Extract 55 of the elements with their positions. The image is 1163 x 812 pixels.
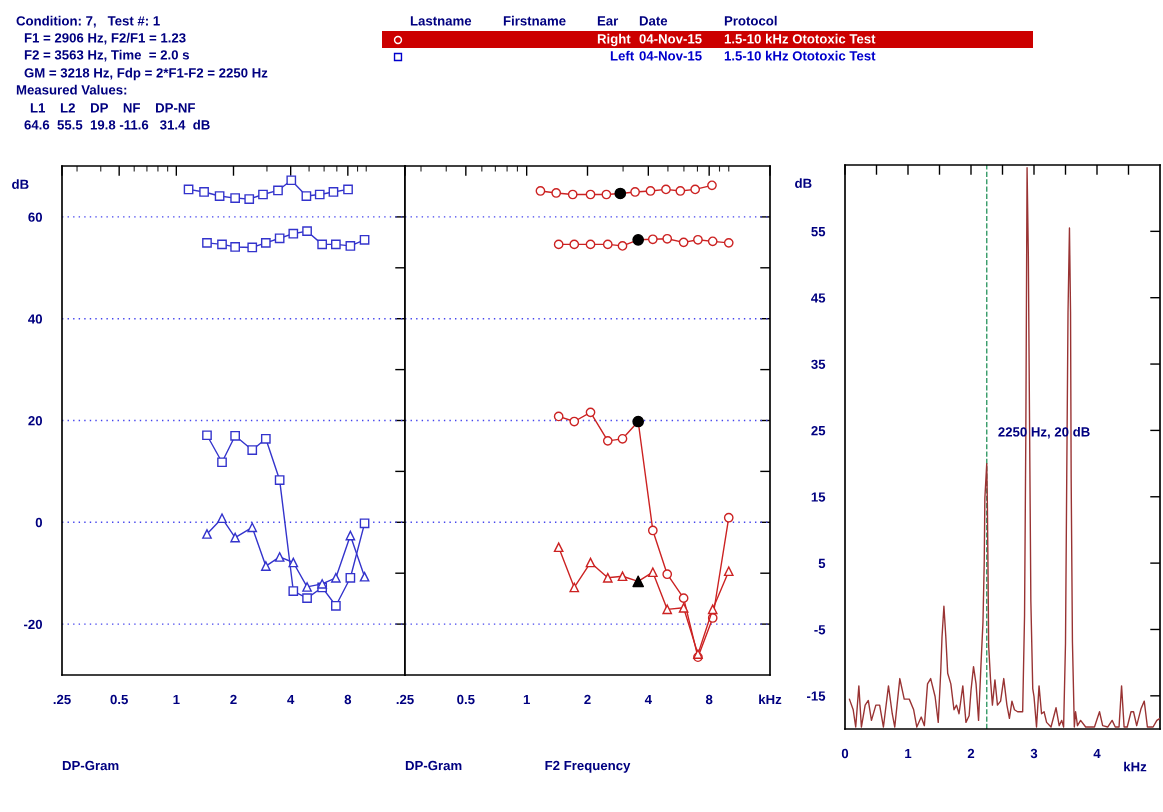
x-tick-label: 0.5 [110,694,128,705]
x-tick-label: .25 [53,694,71,705]
text: Firstname [503,15,566,26]
y-tick-label: 25 [811,425,826,436]
y-tick-label: 40 [28,314,43,324]
text: 1.5-10 kHz Ototoxic Test [724,33,876,44]
y-axis-title: dB [12,179,29,189]
x-tick-label: 4 [644,694,652,705]
x-axis-title: F2 Frequency [545,760,631,773]
text: Date [639,16,668,26]
x-tick-label: 1 [905,748,912,759]
y-tick-label: 5 [818,558,826,569]
x-tick-label: 1 [173,694,180,705]
x-tick-label: 2 [584,694,591,705]
y-tick-label: 60 [28,212,43,222]
x-tick-label: 8 [705,694,713,705]
y-tick-label: 20 [28,416,43,426]
x-axis-title: kHz [1124,761,1147,772]
x-tick-label: kHz [759,694,782,705]
x-tick-label: 1 [523,694,530,705]
text: DP-Gram [62,760,119,771]
text: F1 = 2906 Hz, F2/F1 = 1.23 [24,32,186,45]
x-tick-label: 4 [287,694,295,705]
y-tick-label: 45 [811,293,826,303]
text: F2 = 3563 Hz, Time = 2.0 s [24,49,189,62]
text: DP-Gram [405,760,462,771]
y-tick-label: -20 [24,619,43,630]
text: Protocol [724,15,777,26]
text: 64.6 55.5 19.8 -11.6 31.4 dB [24,119,210,130]
y-tick-label: -15 [807,691,826,701]
text: Measured Values: [16,84,127,95]
text: Left [610,50,635,61]
x-tick-label: 0.5 [457,694,475,705]
text: 1.5-10 kHz Ototoxic Test [724,50,876,61]
text: L1 L2 DP NF DP-NF [30,103,195,113]
x-tick-label: 3 [1030,748,1038,759]
text: Lastname [410,16,472,26]
text: Condition: 7, Test #: 1 [16,15,160,28]
text: 04-Nov-15 [639,51,702,61]
x-tick-label: 8 [344,694,352,705]
x-tick-label: 2 [230,694,237,705]
y-tick-label: 55 [811,227,826,237]
text: 04-Nov-15 [639,34,702,44]
x-tick-label: 4 [1093,748,1101,759]
y-tick-label: 35 [811,359,826,369]
y-tick-label: 15 [811,492,826,502]
y-tick-label: -5 [814,625,826,635]
text: GM = 3218 Hz, Fdp = 2*F1-F2 = 2250 Hz [24,67,268,81]
y-axis-title: dB [795,178,812,188]
x-tick-label: 2 [967,748,975,759]
x-tick-label: 0 [841,748,849,759]
text: Ear [597,16,619,26]
x-tick-label: .25 [396,694,414,705]
y-tick-label: 0 [35,517,43,528]
text: Right [597,33,631,47]
